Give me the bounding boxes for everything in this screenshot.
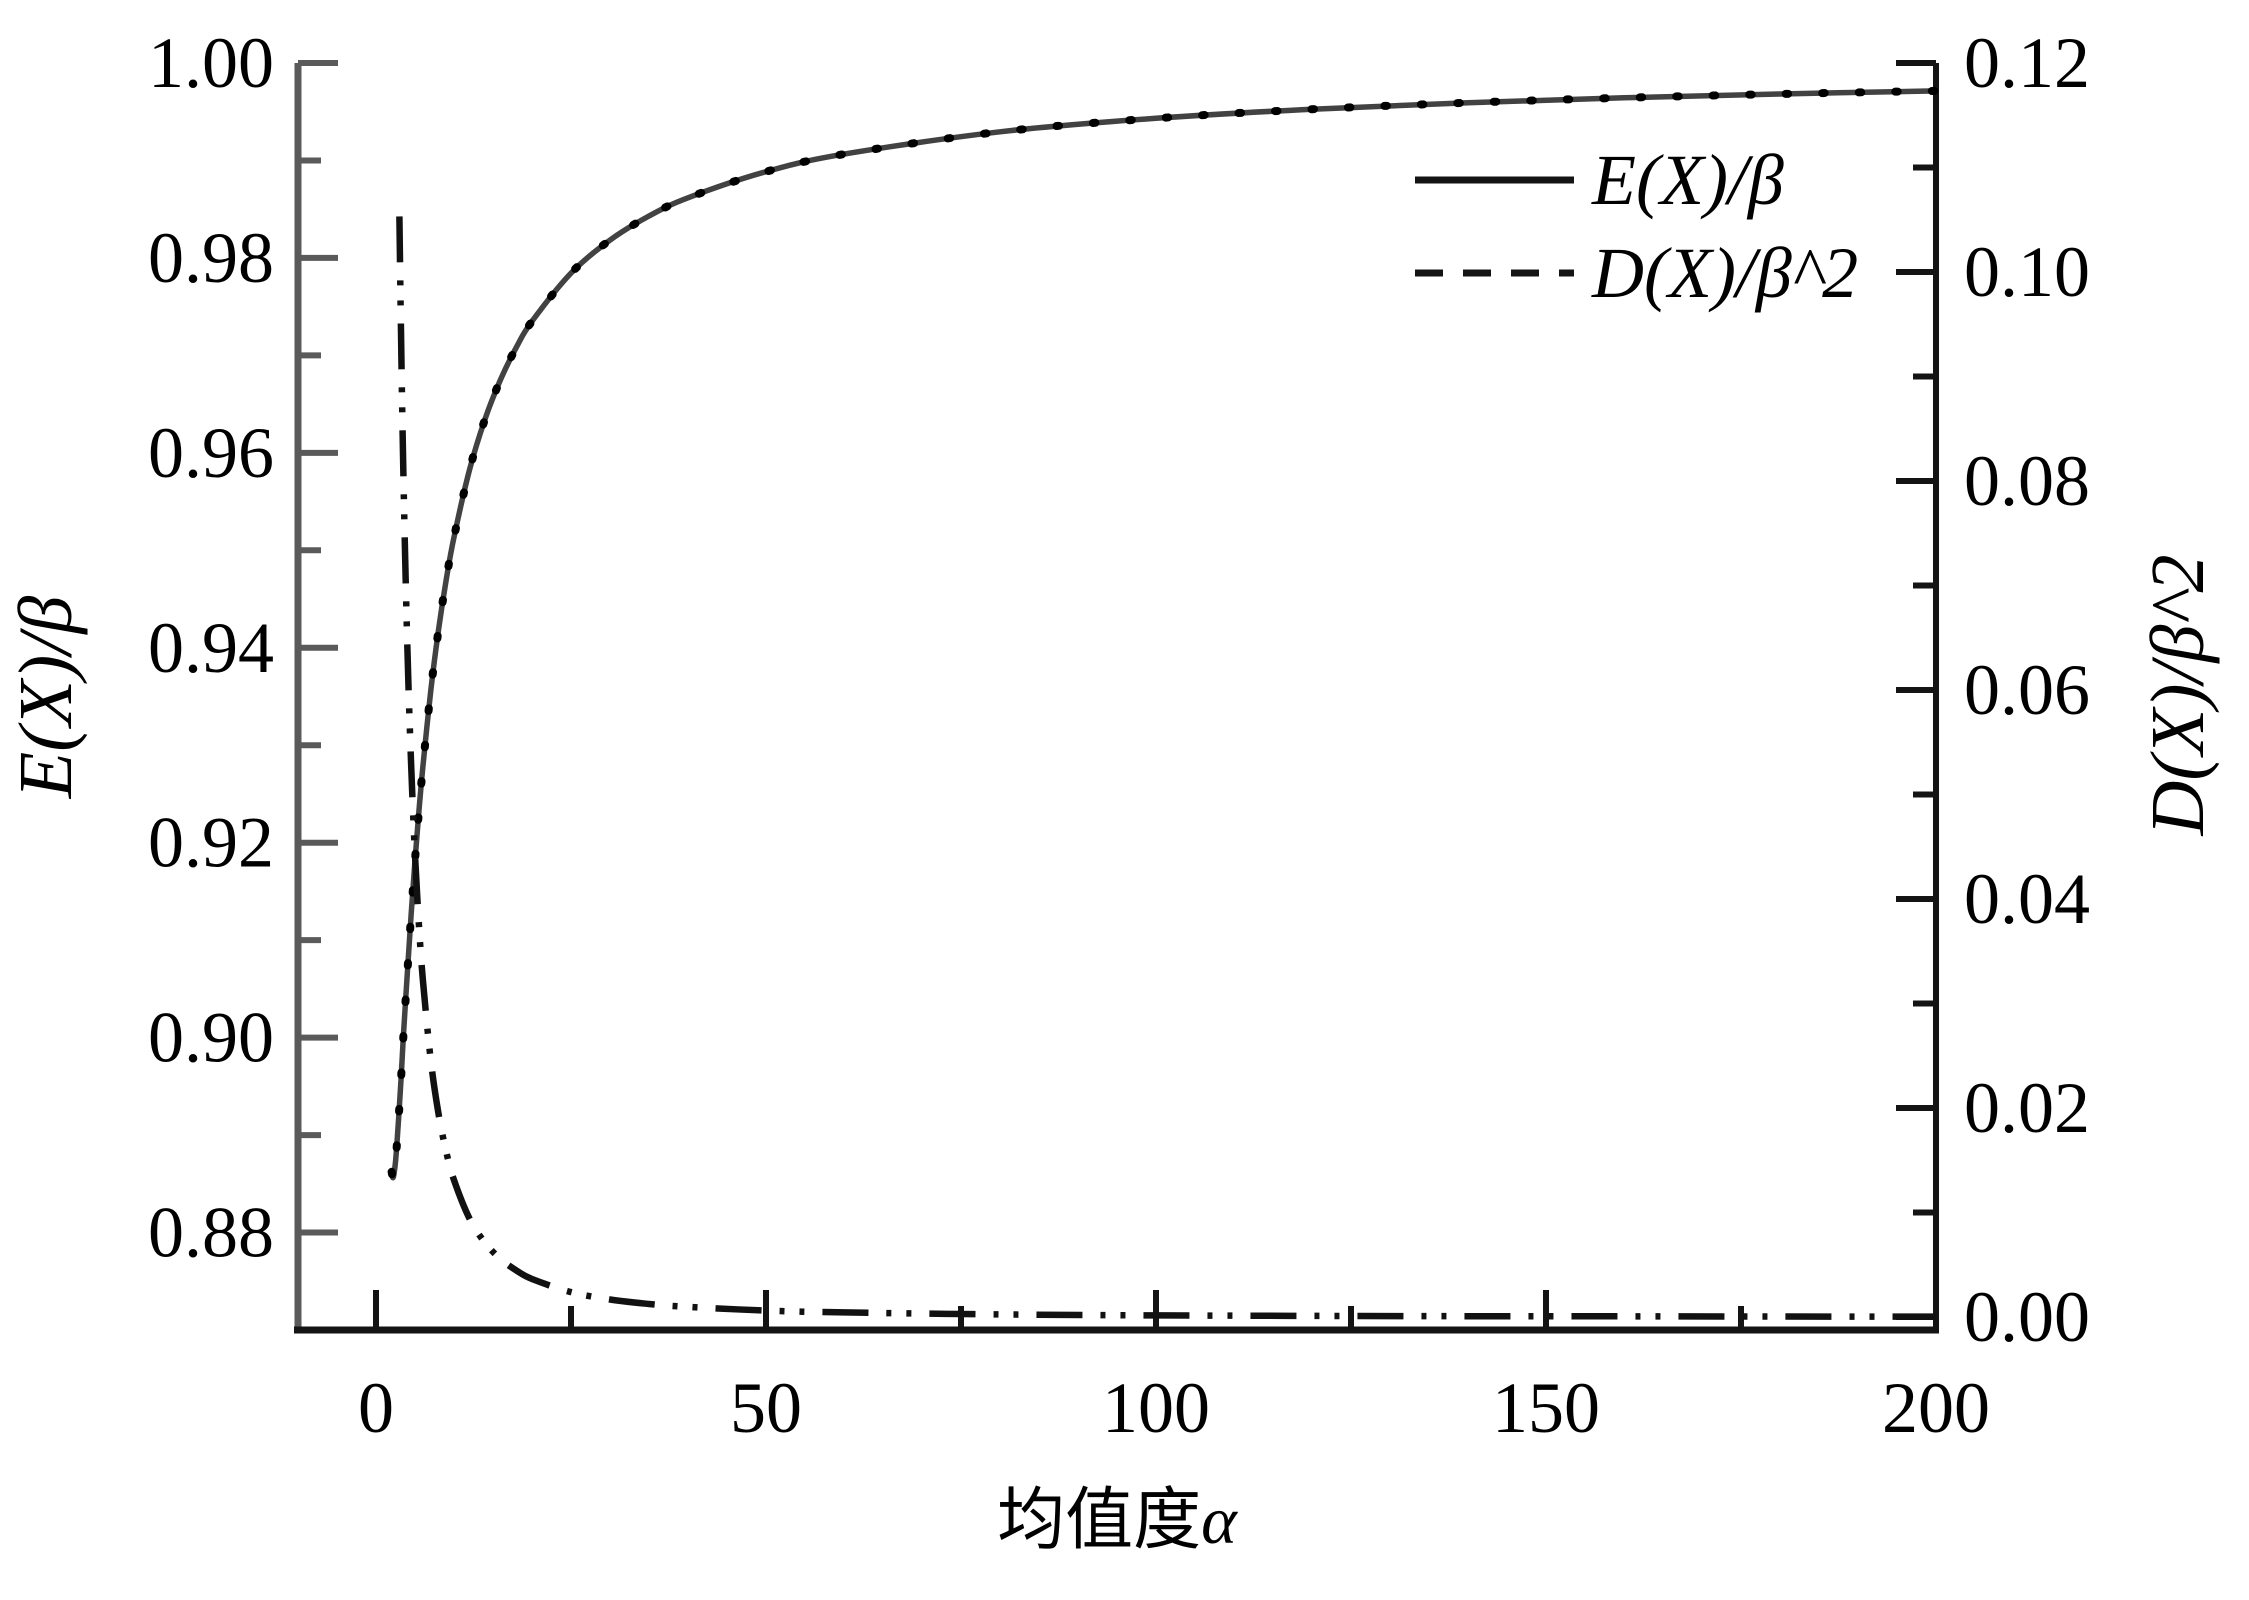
left-tick-label: 0.96 [148, 413, 274, 493]
left-tick-label: 0.90 [148, 998, 274, 1078]
left-axis-ticks [298, 60, 338, 1236]
data-series [387, 86, 1940, 1320]
legend: E(X)/β D(X)/β^2 [1415, 140, 1858, 313]
left-tick-label: 0.94 [148, 608, 274, 688]
right-axis-ticks [1896, 60, 1936, 1321]
x-tick-label: 100 [1102, 1368, 1210, 1448]
x-axis-title-alpha-symbol: α [1201, 1482, 1238, 1558]
right-tick-label: 0.00 [1964, 1277, 2090, 1357]
x-tick-label: 0 [358, 1368, 394, 1448]
left-tick-label: 0.92 [148, 803, 274, 883]
legend-label-ex: E(X)/β [1591, 140, 1784, 220]
x-axis-title: 均值度α [997, 1482, 1238, 1558]
y-right-axis-title: D(X)/β^2 [2136, 555, 2220, 837]
series-ex-dot-markers [387, 86, 1940, 1182]
x-tick-label: 50 [730, 1368, 802, 1448]
x-axis-ticks [373, 1290, 1939, 1330]
right-tick-label: 0.02 [1964, 1068, 2090, 1148]
left-axis-tick-labels: 0.88 0.90 0.92 0.94 0.96 0.98 1.00 [148, 23, 274, 1273]
y-left-axis-title: E(X)/β [4, 596, 88, 800]
x-axis-title-cjk: 均值度 [997, 1482, 1201, 1558]
x-axis-tick-labels: 0 50 100 150 200 [358, 1368, 1990, 1448]
x-tick-label: 200 [1882, 1368, 1990, 1448]
right-tick-label: 0.10 [1964, 232, 2090, 312]
legend-label-dx: D(X)/β^2 [1591, 233, 1858, 313]
right-tick-label: 0.08 [1964, 441, 2090, 521]
right-tick-label: 0.12 [1964, 23, 2090, 103]
right-axis-tick-labels: 0.00 0.02 0.04 0.06 0.08 0.10 0.12 [1964, 23, 2090, 1357]
x-tick-label: 150 [1492, 1368, 1600, 1448]
right-tick-label: 0.06 [1964, 650, 2090, 730]
left-tick-label: 0.98 [148, 218, 274, 298]
left-tick-label: 1.00 [148, 23, 274, 103]
series-dx-line [396, 216, 1937, 1320]
right-tick-label: 0.04 [1964, 859, 2090, 939]
left-tick-label: 0.88 [148, 1193, 274, 1273]
